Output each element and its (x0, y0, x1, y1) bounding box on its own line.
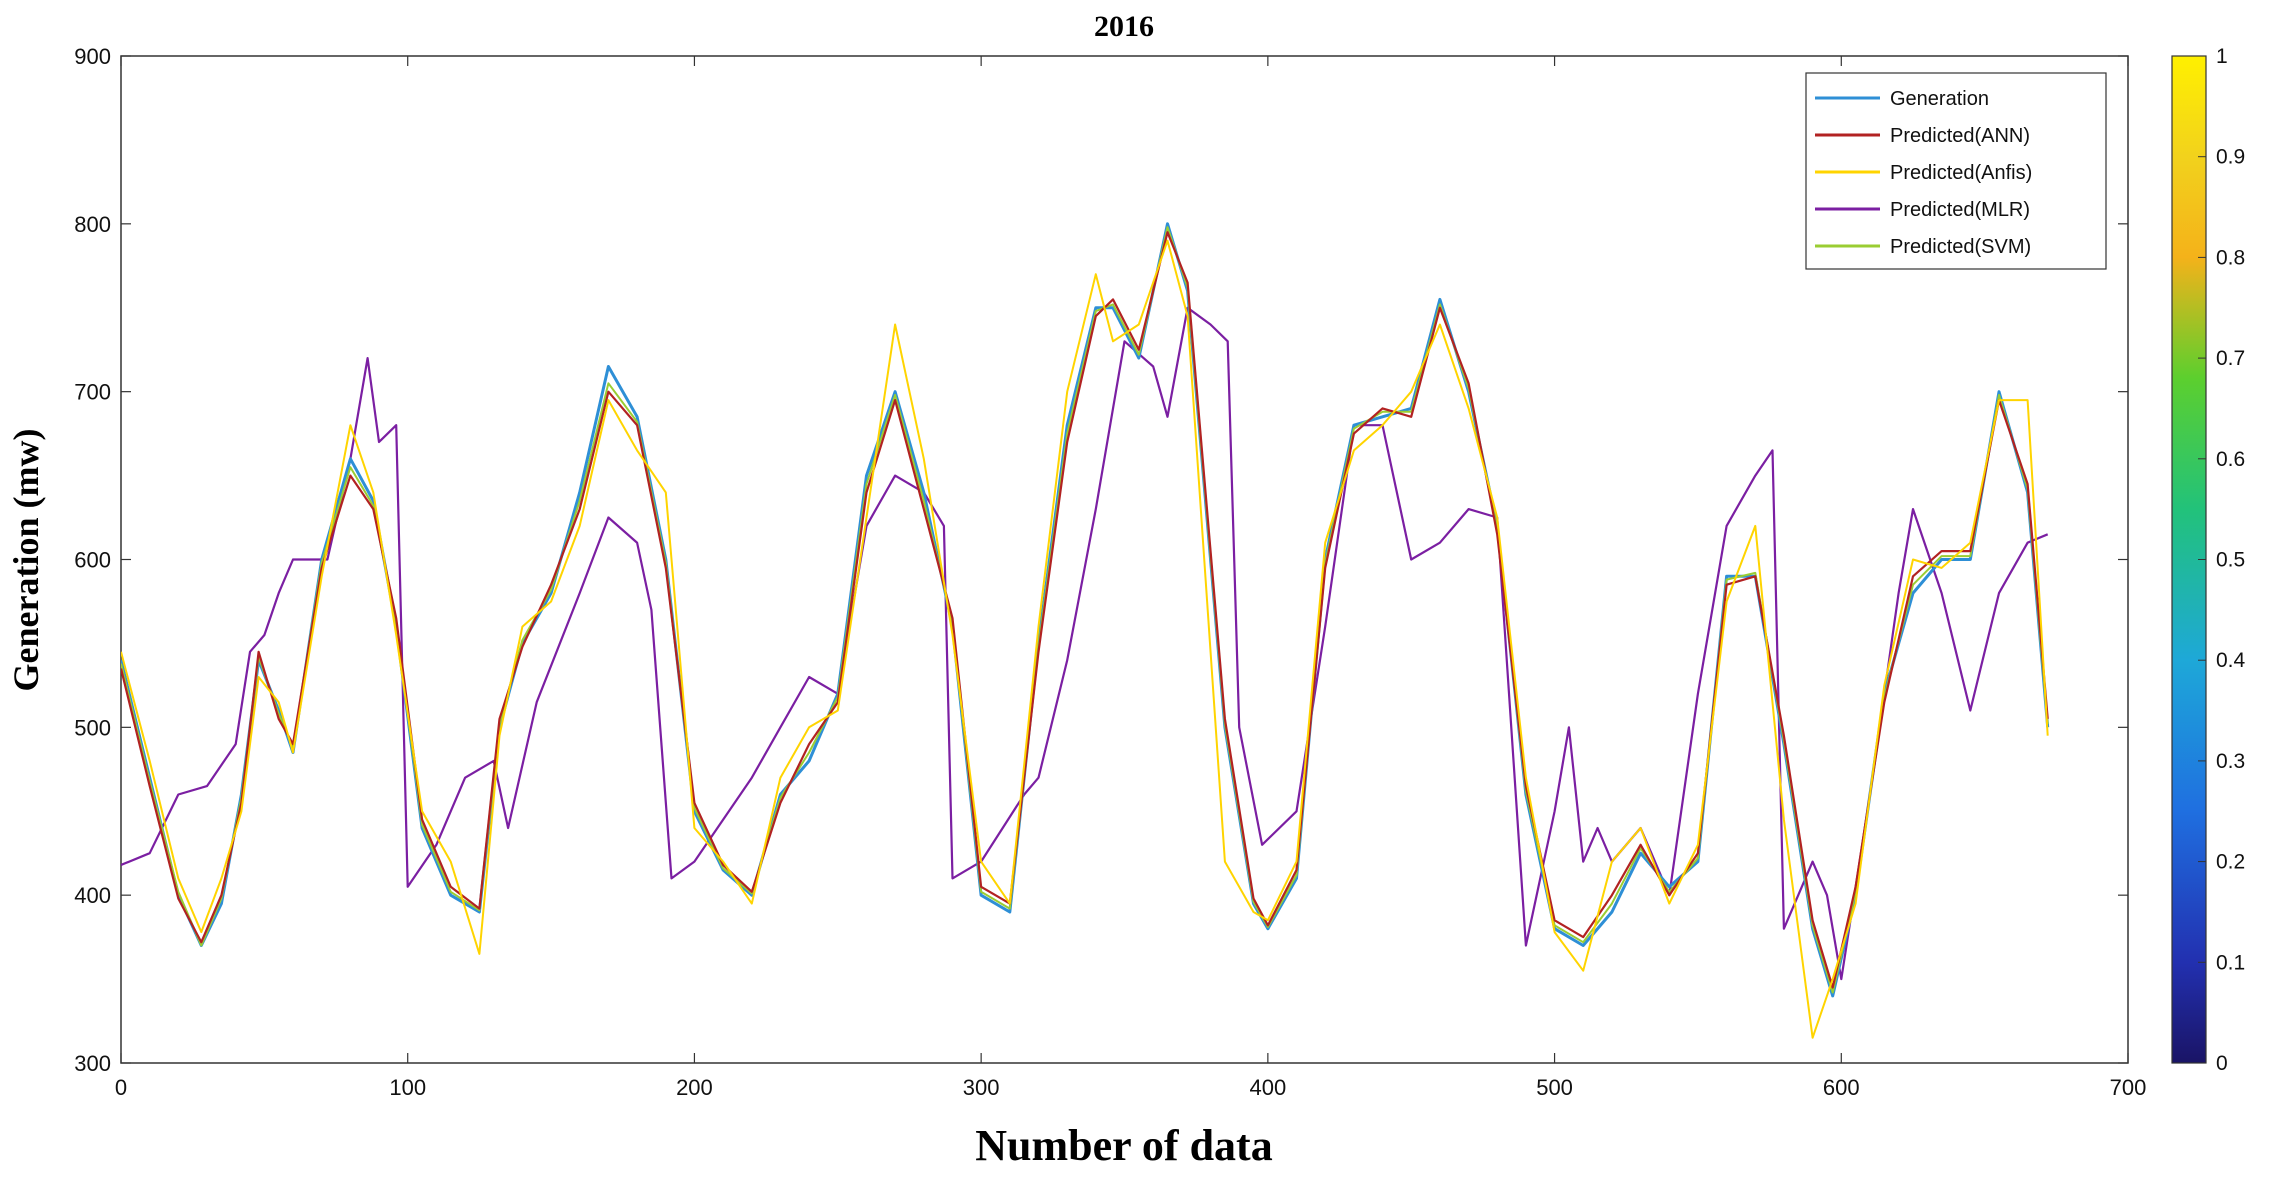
colorbar: 0 0.1 0.2 0.3 0.4 0.5 0.6 0.7 0.8 0.9 1 (2171, 45, 2246, 1075)
legend-label: Predicted(SVM) (1890, 236, 2031, 258)
y-tick-label: 300 (74, 1051, 111, 1076)
colorbar-tick-label: 0.1 (2216, 951, 2245, 974)
x-tick-label: 0 (115, 1075, 127, 1100)
y-tick-label: 700 (74, 380, 111, 405)
colorbar-ticks: 0 0.1 0.2 0.3 0.4 0.5 0.6 0.7 0.8 0.9 1 (2198, 45, 2246, 1075)
colorbar-tick-label: 0.3 (2216, 750, 2245, 773)
colorbar-tick-label: 1 (2216, 45, 2228, 68)
series-layer (121, 222, 2050, 1039)
x-tick-label: 400 (1249, 1075, 1286, 1100)
legend-label: Predicted(ANN) (1890, 125, 2030, 147)
colorbar-tick-label: 0.4 (2216, 649, 2246, 672)
y-tick-label: 900 (74, 44, 111, 69)
x-tick-label: 200 (676, 1075, 713, 1100)
y-tick-label: 400 (74, 883, 111, 908)
legend-label: Predicted(Anfis) (1890, 162, 2032, 184)
x-tick-label: 100 (389, 1075, 426, 1100)
colorbar-tick-label: 0 (2216, 1052, 2228, 1075)
colorbar-tick-label: 0.8 (2216, 246, 2245, 269)
y-tick-label: 600 (74, 548, 111, 573)
colorbar-tick-label: 0.9 (2216, 146, 2245, 169)
colorbar-tick-label: 0.6 (2216, 448, 2245, 471)
y-axis-label: Generation (mw) (6, 429, 46, 692)
colorbar-tick-label: 0.5 (2216, 549, 2245, 572)
chart-title: 2016 (1094, 10, 1154, 43)
x-axis-ticks: 0 100 200 300 400 500 600 700 (115, 56, 2146, 1100)
y-axis-ticks: 300 400 500 600 700 800 900 (74, 44, 2128, 1076)
x-axis-label: Number of data (975, 1121, 1272, 1170)
y-tick-label: 800 (74, 212, 111, 237)
series-line-predicted-ann (121, 231, 2049, 989)
x-tick-label: 700 (2110, 1075, 2147, 1100)
legend-label: Predicted(MLR) (1890, 199, 2030, 221)
legend-items: Generation Predicted(ANN) Predicted(Anfis)… (1815, 88, 2032, 258)
series-line-predicted-anfis (121, 239, 2049, 1039)
legend: Generation Predicted(ANN) Predicted(Anfis)… (1805, 72, 2107, 270)
series-line-predicted-mlr (121, 306, 2049, 981)
x-tick-label: 600 (1823, 1075, 1860, 1100)
x-tick-label: 500 (1536, 1075, 1573, 1100)
legend-label: Generation (1890, 88, 1989, 110)
colorbar-tick-label: 0.7 (2216, 347, 2245, 370)
colorbar-tick-label: 0.2 (2216, 851, 2245, 874)
y-tick-label: 500 (74, 715, 111, 740)
x-tick-label: 300 (963, 1075, 1000, 1100)
